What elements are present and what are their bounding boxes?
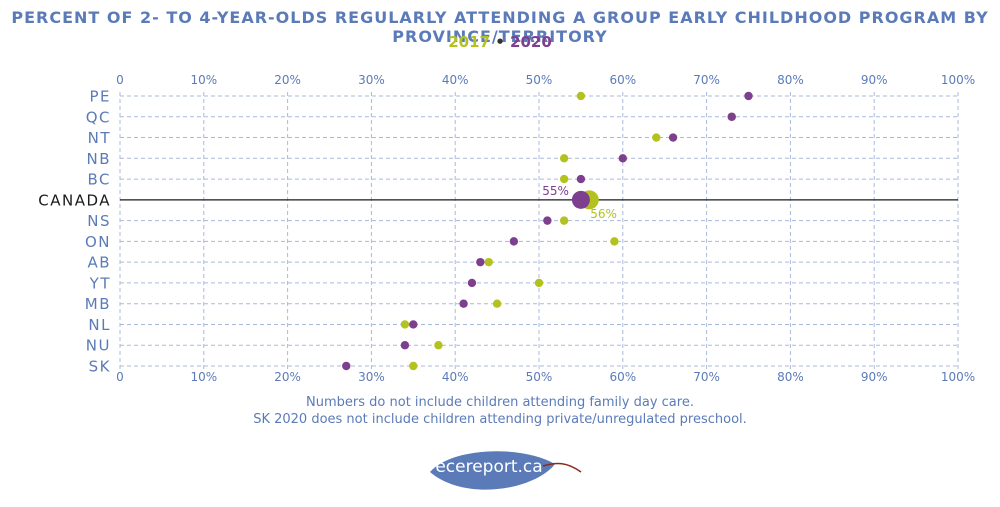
bottom-tick-label: 40%: [442, 370, 469, 384]
bottom-tick-label: 80%: [777, 370, 804, 384]
footnote-sk-2020: SK 2020 does not include children attend…: [253, 412, 747, 427]
point-2020-canada: [571, 190, 590, 209]
chart-title: PERCENT OF 2- TO 4-YEAR-OLDS REGULARLY A…: [11, 8, 989, 46]
point-2017-nb: [559, 154, 569, 163]
category-label-yt: YT: [89, 274, 111, 292]
point-2020-on: [509, 237, 519, 246]
bottom-tick-label: 20%: [274, 370, 301, 384]
bottom-tick-label: 70%: [693, 370, 720, 384]
point-2020-bc: [576, 174, 586, 184]
point-2020-mb: [459, 299, 468, 308]
point-2020-nb: [618, 154, 627, 163]
ecereport-logo[interactable]: ecereport.ca: [425, 440, 585, 500]
bottom-tick-label: 100%: [941, 370, 975, 384]
point-2017-nl: [400, 320, 410, 329]
point-2020-ns: [543, 216, 552, 225]
category-label-nt: NT: [88, 129, 111, 147]
category-label-nl: NL: [88, 316, 111, 334]
grid-lines: [119, 92, 959, 370]
bottom-axis-ticks: 0 10% 20% 30% 40% 50% 60% 70% 80% 90% 100%: [116, 370, 975, 384]
point-2017-nu: [434, 341, 443, 350]
data-label-2020-canada: 55%: [542, 184, 569, 198]
point-2017-on: [610, 237, 619, 246]
data-labels: 55% 56%: [542, 184, 617, 221]
category-label-sk: SK: [89, 358, 111, 376]
top-tick-label: 10%: [190, 73, 217, 87]
top-tick-label: 0: [116, 73, 124, 87]
point-2020-yt: [467, 278, 477, 288]
legend-2020: 2020: [510, 33, 552, 51]
dot-plot: 0 10% 20% 30% 40% 50% 60% 70% 80% 90% 100% 0 10% 20%…: [38, 73, 975, 384]
footnote-family-day-care: Numbers do not include children attendin…: [306, 395, 694, 410]
point-2020-nt: [668, 133, 678, 142]
category-label-ns: NS: [87, 212, 111, 230]
data-label-2017-canada: 56%: [590, 207, 617, 221]
leaf-icon: [430, 451, 555, 490]
bottom-tick-label: 50%: [526, 370, 553, 384]
point-2017-nt: [652, 133, 661, 142]
category-label-qc: QC: [86, 108, 111, 126]
category-label-pe: PE: [89, 88, 111, 106]
point-2020-nl: [409, 320, 418, 329]
point-2017-sk: [409, 361, 418, 371]
category-label-on: ON: [85, 233, 111, 251]
point-2020-nu: [400, 341, 410, 350]
point-2017-mb: [492, 299, 502, 308]
top-tick-label: 70%: [693, 73, 720, 87]
point-2020-sk: [342, 361, 351, 371]
point-2017-yt: [534, 278, 544, 288]
bottom-tick-label: 10%: [190, 370, 217, 384]
category-label-mb: MB: [85, 295, 111, 313]
point-2020-ab: [476, 257, 485, 267]
category-labels: PE QC NT NB BC CANADA NS ON AB YT MB NL NU SK: [38, 88, 111, 376]
bottom-tick-label: 0: [116, 370, 124, 384]
bottom-tick-label: 30%: [358, 370, 385, 384]
top-tick-label: 60%: [609, 73, 636, 87]
top-tick-label: 40%: [442, 73, 469, 87]
point-2017-ab: [484, 257, 493, 267]
point-2020-pe: [744, 91, 753, 101]
category-label-ab: AB: [87, 254, 111, 272]
top-tick-label: 50%: [526, 73, 553, 87]
logo-text: ecereport.ca: [435, 457, 542, 477]
data-points: [342, 91, 753, 371]
leaf-stem-icon: [542, 462, 582, 473]
top-tick-label: 30%: [358, 73, 385, 87]
top-tick-label: 100%: [941, 73, 975, 87]
top-tick-label: 80%: [777, 73, 804, 87]
category-label-nu: NU: [86, 337, 111, 355]
point-2017-pe: [576, 91, 586, 101]
top-tick-label: 90%: [861, 73, 888, 87]
point-2020-qc: [727, 112, 736, 121]
top-axis-ticks: 0 10% 20% 30% 40% 50% 60% 70% 80% 90% 100%: [116, 73, 975, 87]
category-label-nb: NB: [86, 150, 111, 168]
category-label-bc: BC: [87, 171, 111, 189]
bottom-tick-label: 60%: [609, 370, 636, 384]
top-tick-label: 20%: [274, 73, 301, 87]
point-2017-ns: [559, 216, 569, 225]
legend-separator: •: [495, 33, 505, 51]
legend-2017: 2017: [448, 33, 490, 51]
bottom-tick-label: 90%: [861, 370, 888, 384]
category-label-canada: CANADA: [38, 191, 111, 209]
chart-legend: 2017 • 2020: [0, 33, 1000, 51]
point-2017-bc: [559, 174, 569, 184]
